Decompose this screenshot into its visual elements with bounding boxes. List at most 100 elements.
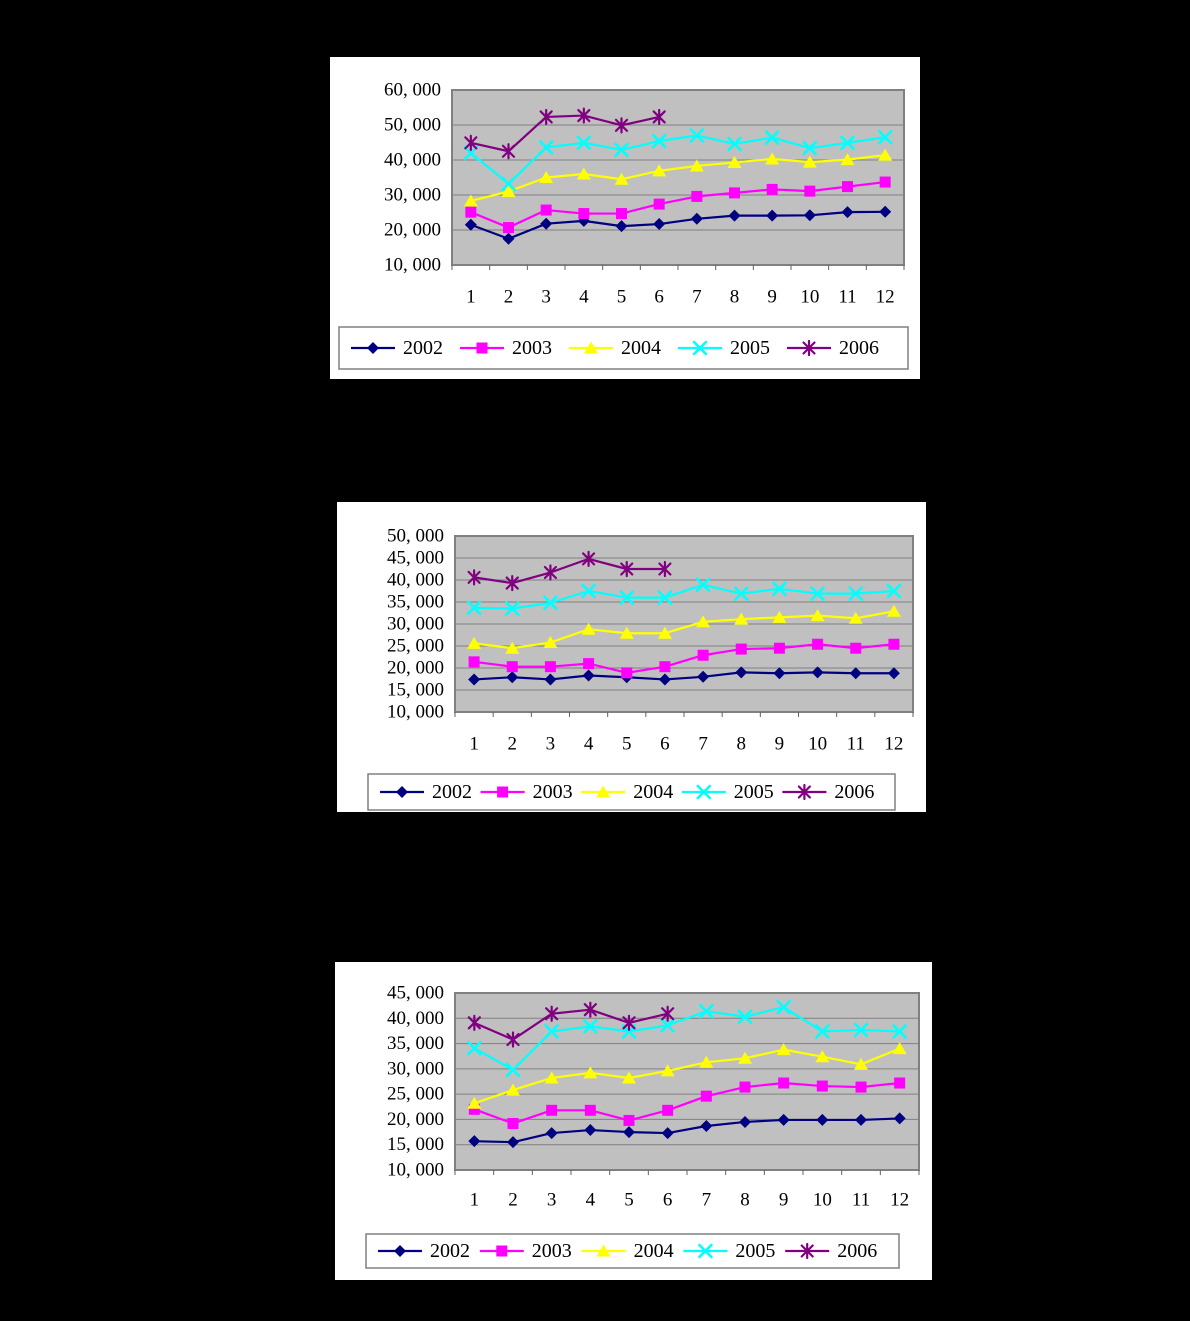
- series-2005-marker: [699, 1003, 714, 1019]
- legend-label: 2003: [532, 1240, 572, 1262]
- x-axis-tick-label: 12: [884, 734, 903, 755]
- series-2005-marker: [583, 1019, 598, 1034]
- y-axis-tick-label: 30, 000: [384, 185, 441, 206]
- y-axis-tick-label: 10, 000: [384, 255, 441, 276]
- series-2003-marker: [816, 1080, 828, 1092]
- series-2004-marker: [854, 1057, 868, 1070]
- series-2002-marker: [545, 1127, 558, 1140]
- series-2005-marker: [501, 176, 516, 192]
- legend-label: 2002: [432, 781, 472, 803]
- series-2003-marker: [850, 642, 862, 654]
- series-2003-line: [473, 643, 895, 674]
- y-axis-tick-label: 50, 000: [387, 526, 444, 547]
- legend-item-2002: 2002: [351, 337, 443, 359]
- x-axis-tick-label: 5: [624, 1190, 634, 1211]
- series-2002-marker: [803, 209, 816, 222]
- series-2003-marker: [662, 1104, 674, 1116]
- legend-marker: [800, 1242, 814, 1260]
- series-2004-marker: [848, 611, 863, 624]
- series-2006-marker: [506, 1031, 520, 1048]
- series-2003-marker: [739, 1081, 751, 1093]
- x-axis-tick-label: 2: [508, 734, 518, 755]
- legend-marker: [802, 339, 816, 357]
- series-2003-marker: [507, 1117, 519, 1129]
- series-2003-marker: [766, 183, 778, 195]
- series-2002-marker: [841, 206, 854, 219]
- line-chart-top-canvas: 60, 000 50, 000 40, 000 30, 000 20, 000 10, 0…: [338, 80, 909, 370]
- series-2002-marker: [893, 1112, 906, 1125]
- y-axis-tick-label: 45, 000: [387, 983, 444, 1004]
- y-axis-tick-label: 50, 000: [384, 115, 441, 136]
- series-2002-markers: [468, 1112, 906, 1149]
- series-2006-marker: [467, 569, 481, 586]
- line-chart-bottom-canvas: 45, 000 40, 000 35, 000 30, 000 25, 000 20, 0…: [365, 983, 920, 1269]
- series-2004-marker: [689, 159, 704, 172]
- series-2004-marker: [734, 612, 749, 625]
- x-axis-ticks: [451, 265, 905, 270]
- series-2003-markers: [468, 1077, 906, 1129]
- y-axis-tick-label: 40, 000: [387, 1008, 444, 1029]
- series-2005-marker: [840, 135, 855, 151]
- series-2003-marker: [691, 190, 703, 202]
- series-2004-marker: [539, 171, 554, 183]
- x-axis-tick-label: 7: [702, 1190, 712, 1211]
- series-2002-marker: [540, 217, 553, 230]
- series-2004-marker: [738, 1051, 752, 1064]
- x-axis-tick-label: 10: [813, 1190, 832, 1211]
- legend-item-2002: 2002: [378, 1240, 470, 1262]
- legend-item-2006: 2006: [785, 1240, 877, 1262]
- series-2005-marker: [877, 129, 893, 145]
- series-2004-markers: [463, 148, 893, 207]
- series-2005-marker: [619, 590, 635, 605]
- series-2006-marker: [583, 1001, 597, 1018]
- x-axis-ticks: [454, 712, 914, 717]
- y-axis-tick-label: 40, 000: [387, 570, 444, 591]
- series-2002-marker: [816, 1113, 829, 1126]
- x-axis-labels: 1 2 3 4 5 6 7 8 9 10 11 12: [469, 734, 903, 755]
- y-axis-tick-label: 40, 000: [384, 150, 441, 171]
- y-axis-tick-label: 60, 000: [384, 80, 441, 101]
- series-2006-marker: [581, 550, 596, 567]
- x-axis-tick-label: 2: [504, 287, 514, 308]
- x-axis-tick-label: 1: [470, 1190, 480, 1211]
- legend-label: 2003: [512, 337, 552, 359]
- series-2002-marker: [661, 1127, 674, 1140]
- series-2003-marker: [506, 661, 518, 673]
- series-2002-marker: [700, 1120, 713, 1133]
- y-axis-tick-label: 20, 000: [387, 1109, 444, 1130]
- series-2004-marker: [765, 152, 780, 165]
- legend-label: 2005: [730, 337, 770, 359]
- y-axis-labels: 60, 000 50, 000 40, 000 30, 000 20, 000 10, 0…: [384, 80, 441, 276]
- series-2003-marker: [465, 206, 477, 218]
- series-2004-marker: [776, 1043, 791, 1056]
- series-2004-marker: [699, 1055, 714, 1068]
- series-2005-marker: [463, 145, 479, 161]
- x-axis-tick-label: 10: [808, 734, 827, 755]
- series-2002-marker: [502, 232, 515, 245]
- series-2006-line: [473, 1008, 668, 1041]
- y-axis-tick-label: 10, 000: [387, 1160, 444, 1181]
- series-2002-marker: [879, 205, 892, 218]
- series-2004-markers: [467, 1042, 907, 1109]
- series-2006-marker: [464, 134, 478, 151]
- series-2005-marker: [466, 600, 482, 616]
- series-2005-line: [474, 583, 894, 610]
- series-2004-marker: [619, 626, 634, 639]
- series-2002-marker: [690, 212, 703, 225]
- x-axis-tick-label: 8: [737, 734, 747, 755]
- legend-item-2003: 2003: [480, 781, 573, 803]
- series-2002-marker: [653, 218, 666, 231]
- series-2003-marker: [540, 204, 552, 216]
- series-2004-marker: [467, 1096, 482, 1109]
- series-2003-marker: [578, 208, 590, 220]
- y-axis-tick-label: 30, 000: [387, 1058, 444, 1079]
- series-2005-marker: [581, 583, 596, 599]
- series-2005-marker: [815, 1024, 830, 1039]
- legend-marker: [476, 342, 488, 354]
- x-axis-tick-label: 6: [660, 734, 670, 755]
- series-2006-marker: [543, 564, 558, 581]
- y-axis-labels: 45, 000 40, 000 35, 000 30, 000 25, 000 20, 0…: [387, 983, 444, 1181]
- series-2003-marker: [735, 643, 747, 655]
- series-2003-marker: [879, 176, 891, 188]
- legend-marker: [497, 786, 509, 798]
